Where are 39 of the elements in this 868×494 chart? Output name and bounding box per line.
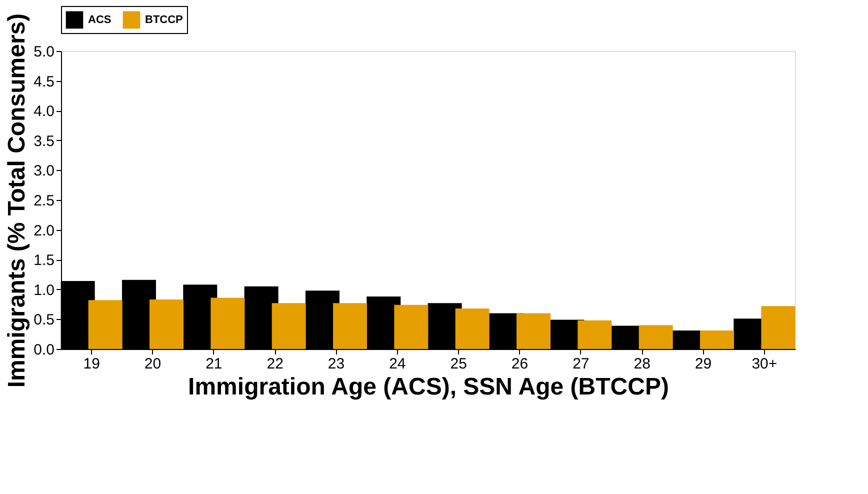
x-tick-label: 26 — [511, 356, 528, 372]
x-tick-label: 24 — [389, 356, 406, 372]
y-tick-label: 1.5 — [34, 252, 54, 270]
x-tick-label: 30+ — [752, 356, 778, 372]
x-tick-label: 21 — [206, 356, 222, 372]
bar — [761, 306, 796, 349]
bar — [88, 300, 122, 349]
bar — [394, 304, 428, 349]
y-tick-label: 2.0 — [34, 222, 54, 240]
x-tick-label: 23 — [328, 356, 345, 372]
x-tick-label: 27 — [572, 356, 590, 372]
y-tick-label: 0.0 — [34, 342, 54, 358]
x-tick-label: 22 — [266, 356, 284, 372]
x-axis-title: Immigration Age (ACS), SSN Age (BTCCP) — [188, 374, 669, 400]
y-tick-label: 0.5 — [34, 312, 54, 329]
y-tick-label: 2.5 — [34, 192, 54, 210]
y-tick-label: 4.0 — [34, 103, 54, 120]
bar — [272, 303, 306, 349]
bar — [700, 330, 734, 349]
x-tick-label: 20 — [144, 356, 162, 372]
bar — [638, 325, 673, 349]
x-tick-label: 19 — [83, 356, 100, 372]
y-tick-label: 3.0 — [34, 162, 54, 180]
x-tick-label: 25 — [450, 356, 467, 372]
bar — [210, 298, 245, 349]
bar — [150, 300, 184, 349]
y-tick-label: 4.5 — [34, 73, 54, 90]
y-tick-label: 1.0 — [34, 282, 54, 299]
y-axis-title: Immigrants (% Total Consumers) — [4, 13, 31, 388]
bar — [516, 313, 551, 349]
legend-label: ACS — [88, 14, 112, 26]
legend-label: BTCCP — [145, 14, 183, 26]
x-tick-label: 29 — [694, 356, 712, 372]
x-tick-label: 28 — [634, 356, 650, 372]
bar — [578, 320, 612, 349]
y-tick-label: 5.0 — [34, 44, 54, 60]
y-tick-label: 3.5 — [34, 132, 54, 150]
bar — [455, 308, 490, 349]
bar — [333, 303, 368, 349]
